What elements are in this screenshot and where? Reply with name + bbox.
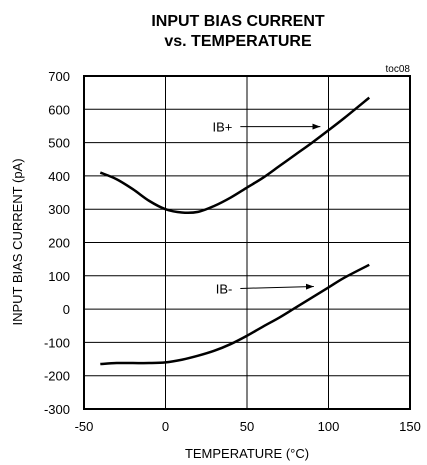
x-tick-label: 50	[240, 419, 254, 434]
series-line-ib-	[99, 96, 371, 215]
y-tick-label: 100	[48, 269, 70, 284]
y-tick-label: 700	[48, 69, 70, 84]
y-tick-label: -300	[44, 402, 70, 417]
chart-title-line1: INPUT BIAS CURRENT	[151, 13, 325, 30]
annotation-arrow	[240, 283, 314, 290]
x-tick-label: 0	[162, 419, 169, 434]
chart-title-line2: vs. TEMPERATURE	[164, 33, 312, 50]
x-tick-labels: -50 0 50 100 150	[75, 419, 421, 434]
y-tick-label: -200	[44, 369, 70, 384]
annotations: IB+ IB-	[212, 120, 321, 296]
x-tick-label: 100	[318, 419, 340, 434]
y-tick-label: 400	[48, 169, 70, 184]
y-tick-label: 0	[63, 302, 70, 317]
x-tick-label: -50	[75, 419, 94, 434]
series-line-ib-	[100, 263, 370, 366]
y-tick-label: 300	[48, 202, 70, 217]
y-tick-label: 200	[48, 236, 70, 251]
chart-tag: toc08	[386, 64, 411, 75]
y-tick-label: 500	[48, 136, 70, 151]
annotation-label: IB-	[216, 281, 233, 296]
y-tick-label: 600	[48, 102, 70, 117]
y-tick-label: -100	[44, 335, 70, 350]
grid	[83, 75, 411, 410]
y-tick-labels: -300 -200 -100 0 100 200 300 400 500 600 700	[44, 69, 70, 417]
x-tick-label: 150	[399, 419, 421, 434]
y-axis-label: INPUT BIAS CURRENT (pA)	[10, 158, 25, 325]
series-lines	[99, 96, 371, 366]
x-axis-label: TEMPERATURE (°C)	[185, 446, 309, 461]
plot-frame	[83, 75, 411, 410]
annotation-label: IB+	[212, 120, 232, 135]
